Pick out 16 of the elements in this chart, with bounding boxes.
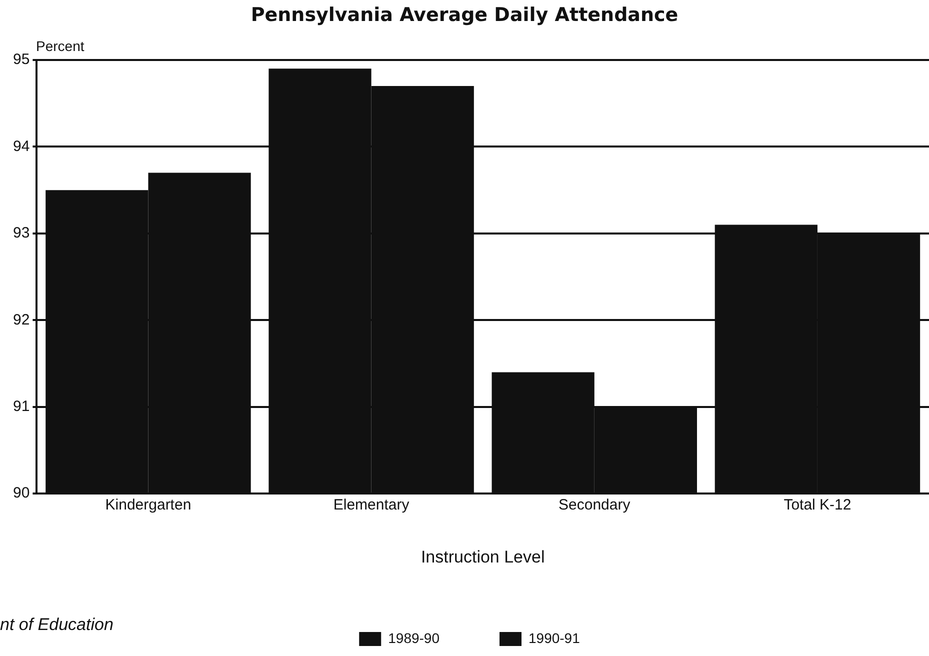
y-tick-label: 92 xyxy=(12,311,30,328)
y-axis-title: Percent xyxy=(36,38,84,54)
x-tick-label: Secondary xyxy=(558,496,631,514)
y-tick-label: 94 xyxy=(12,138,30,155)
y-tick-label: 93 xyxy=(12,224,30,242)
legend-label: 1989-90 xyxy=(388,630,440,646)
legend-label: 1990-91 xyxy=(528,630,580,646)
x-tick-label: Elementary xyxy=(333,496,410,514)
text: nt of Education xyxy=(0,615,114,635)
x-axis-title: Instruction Level xyxy=(420,547,545,566)
chart-title: Pennsylvania Average Daily Attendance xyxy=(250,4,680,26)
y-tick-label: 95 xyxy=(12,51,30,68)
y-tick-label: 91 xyxy=(12,398,30,416)
y-tick-label: 90 xyxy=(12,484,30,502)
x-tick-label: Total K-12 xyxy=(784,496,852,514)
x-tick-label: Kindergarten xyxy=(105,496,192,514)
